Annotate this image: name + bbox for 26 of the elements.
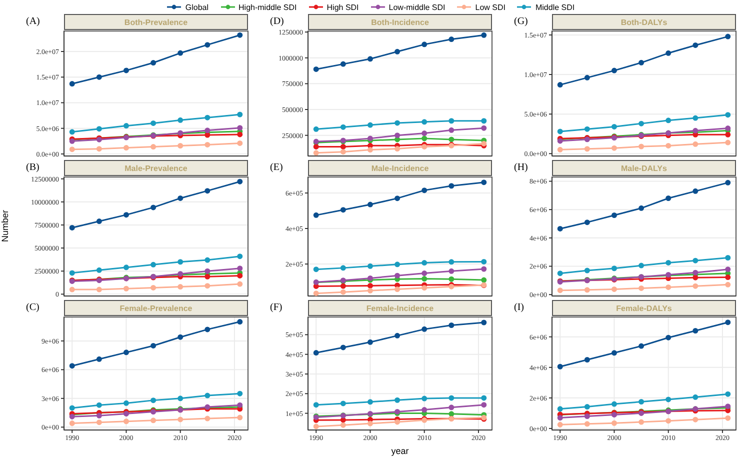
chart-title: Female-Prevalence (64, 300, 248, 316)
text: (B) (26, 162, 40, 173)
chart-title: Both-Incidence (308, 14, 492, 30)
text: (G) (514, 16, 528, 27)
text: (H) (514, 162, 528, 173)
text: (F) (270, 302, 282, 313)
chart-title: Both-Prevalence (64, 14, 248, 30)
legend-label: Low SDI (475, 2, 506, 12)
legend-label: Global (185, 2, 209, 12)
chart-title: Male-Prevalence (64, 160, 248, 176)
text: (E) (270, 162, 283, 173)
text: (A) (26, 16, 40, 27)
legend-label: Middle SDI (535, 2, 575, 12)
legend-label: High SDI (326, 2, 359, 12)
text: (D) (270, 16, 284, 27)
chart-title: Both-DALYs (552, 14, 736, 30)
legend-label: High-middle SDI (238, 2, 297, 12)
text: (I) (514, 302, 524, 313)
chart-title: Female-Incidence (308, 300, 492, 316)
y-axis-title: Number (0, 210, 10, 242)
text: (C) (26, 302, 40, 313)
chart-title: Female-DALYs (552, 300, 736, 316)
x-axis-title: year (390, 446, 410, 457)
chart-title: Male-DALYs (552, 160, 736, 176)
chart-title: Male-Incidence (308, 160, 492, 176)
legend-label: Low-middle SDI (388, 2, 446, 12)
